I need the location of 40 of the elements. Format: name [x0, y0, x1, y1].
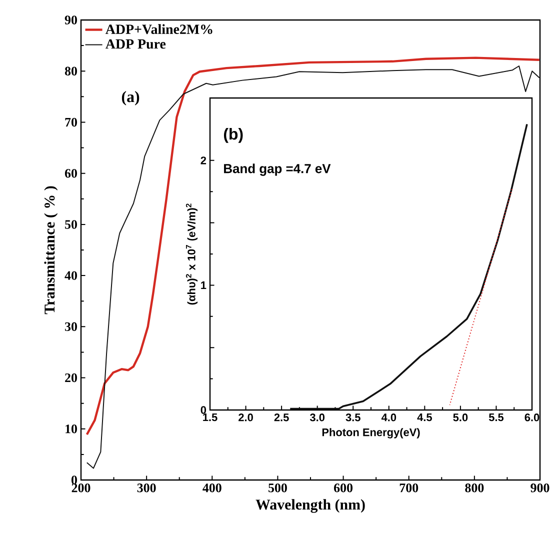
- x-tick-label: 6.0: [524, 414, 540, 422]
- x-tick-label: 300: [137, 484, 156, 492]
- x-tick-label: 2.5: [274, 414, 289, 422]
- x-axis-title: Wavelength (nm): [256, 499, 365, 513]
- x-tick-label: 900: [530, 484, 550, 492]
- x-tick-label: 700: [400, 484, 418, 492]
- x-tick-label: 2.0: [238, 414, 253, 422]
- y-tick-label: 50: [65, 220, 77, 229]
- legend-label: ADP+Valine2M%: [106, 24, 212, 34]
- annotation: Band gap =4.7 eV: [224, 164, 331, 176]
- y-tick-label: 20: [65, 373, 77, 382]
- x-tick-label: 3.5: [346, 414, 360, 422]
- x-tick-label: 500: [268, 484, 287, 492]
- x-tick-label: 400: [202, 484, 222, 492]
- x-tick-label: 800: [465, 484, 484, 492]
- x-tick-label: 200: [72, 484, 90, 492]
- y-tick-label: 90: [64, 16, 77, 24]
- x-tick-label: 5.0: [453, 414, 468, 422]
- y-tick-label: 60: [64, 168, 77, 178]
- y-tick-label: 10: [66, 424, 77, 434]
- x-axis-title: Photon Energy(eV): [322, 428, 420, 438]
- y-axis-title: (αhυ)$^{2}$ x 10$^{7}$ (eV/m)$^{2}$: [186, 204, 198, 305]
- y-tick-label: 1: [201, 281, 206, 289]
- y-axis-title: Transmittance ( % ): [44, 186, 58, 314]
- y-tick-label: 40: [64, 271, 77, 280]
- x-tick-label: 1.5: [203, 414, 218, 422]
- y-tick-label: 30: [65, 322, 77, 332]
- x-tick-label: 3.0: [310, 414, 324, 422]
- annotation: (b): [224, 128, 243, 143]
- x-tick-label: 600: [334, 484, 353, 492]
- x-tick-label: 4.5: [417, 414, 432, 422]
- x-tick-label: 5.5: [488, 414, 504, 422]
- y-tick-label: 80: [64, 66, 77, 76]
- y-tick-label: 70: [65, 118, 77, 127]
- annotation: (a): [122, 90, 140, 106]
- y-tick-label: 0: [72, 476, 77, 484]
- legend-label: ADP Pure: [106, 39, 166, 49]
- y-tick-label: 0: [200, 406, 206, 414]
- x-tick-label: 4.0: [381, 414, 396, 422]
- y-tick-label: 2: [200, 156, 206, 164]
